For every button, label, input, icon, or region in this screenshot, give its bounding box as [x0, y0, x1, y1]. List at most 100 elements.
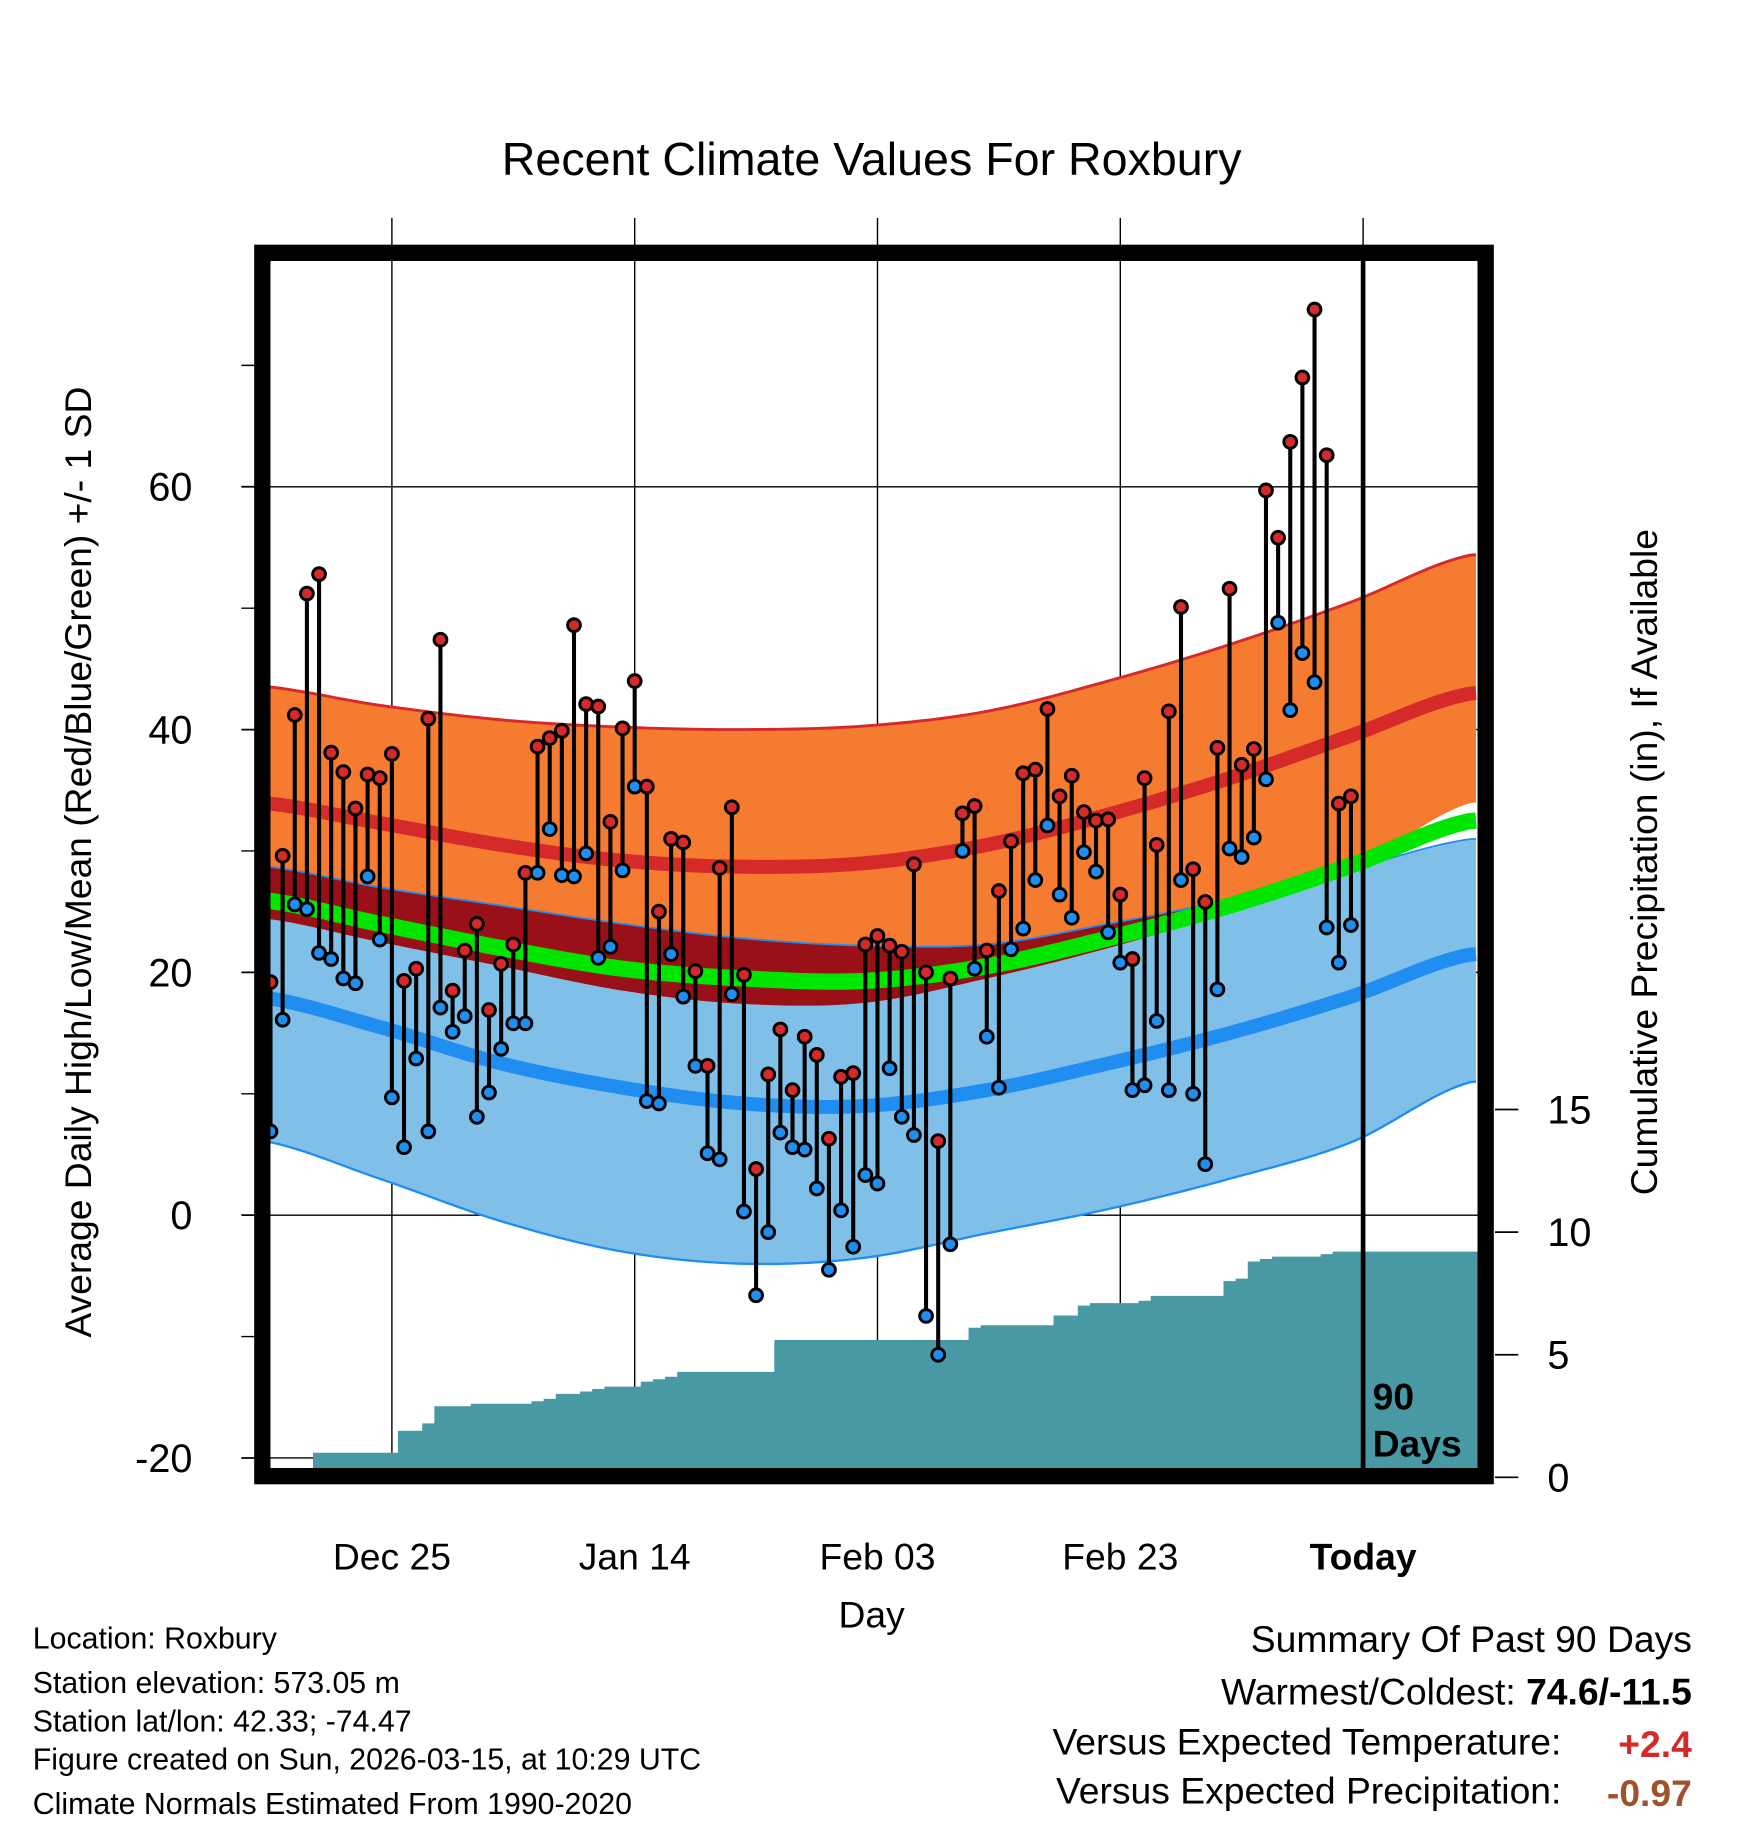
high-point	[371, 770, 388, 786]
low-point	[1209, 981, 1226, 998]
low-point	[796, 1141, 813, 1158]
low-point	[821, 1261, 837, 1278]
low-point	[1294, 645, 1311, 661]
low-point	[857, 1167, 874, 1183]
high-point	[1233, 756, 1250, 773]
high-point	[347, 800, 364, 817]
low-point	[566, 868, 582, 885]
low-point	[311, 945, 327, 961]
today-label-days: Days	[1373, 1422, 1462, 1464]
low-point	[420, 1123, 437, 1140]
latlon-text: Station lat/lon: 42.33; -74.47	[33, 1705, 412, 1738]
high-point	[1221, 580, 1238, 597]
low-point	[954, 843, 971, 859]
high-point	[335, 764, 352, 780]
chart-title: Recent Climate Values For Roxbury	[502, 133, 1242, 185]
low-point	[432, 999, 449, 1016]
low-point	[1258, 771, 1274, 788]
low-point	[942, 1236, 959, 1253]
normals-text: Climate Normals Estimated From 1990-2020	[33, 1788, 632, 1821]
low-point	[918, 1308, 934, 1324]
low-point	[602, 939, 619, 955]
high-point	[651, 903, 667, 920]
low-point	[893, 1108, 910, 1125]
high-point	[614, 720, 631, 737]
high-point	[1209, 739, 1226, 756]
low-point	[1245, 829, 1262, 846]
high-point	[602, 813, 619, 830]
location-text: Location: Roxbury	[33, 1623, 278, 1656]
high-point	[966, 798, 983, 814]
high-point	[1343, 788, 1359, 805]
low-point	[711, 1151, 728, 1168]
low-point	[736, 1203, 752, 1220]
low-point	[396, 1139, 412, 1156]
high-point	[469, 915, 485, 932]
low-point	[444, 1023, 461, 1040]
low-point	[1330, 954, 1347, 971]
y2-tick-label: 10	[1547, 1211, 1591, 1255]
created-text: Figure created on Sun, 2026-03-15, at 10…	[33, 1744, 701, 1777]
high-point	[590, 698, 607, 715]
low-point	[1343, 917, 1359, 933]
low-lower-edge	[261, 1080, 1477, 1266]
high-point	[906, 856, 922, 873]
y-tick-label: 20	[148, 951, 192, 995]
y-tick-label: 60	[148, 466, 192, 510]
high-sd-band	[261, 554, 1477, 1006]
station-info: Location: Roxbury Station elevation: 573…	[33, 1623, 701, 1821]
high-point	[286, 707, 303, 723]
warmest-label: Warmest/Coldest:	[1221, 1671, 1526, 1713]
low-point	[1173, 872, 1189, 888]
high-point	[638, 778, 655, 795]
high-point	[566, 617, 582, 634]
high-point	[1330, 795, 1347, 812]
low-point	[1185, 1085, 1202, 1102]
high-point	[553, 722, 570, 739]
high-point	[384, 745, 400, 762]
temp-label: Versus Expected Temperature:	[1053, 1721, 1562, 1763]
high-point	[396, 973, 412, 989]
high-point	[432, 631, 449, 648]
high-point	[784, 1082, 801, 1098]
x-tick-label: Today	[1310, 1535, 1417, 1577]
high-point	[1039, 701, 1056, 717]
high-point	[541, 730, 558, 746]
low-point	[1233, 849, 1250, 865]
high-point	[1270, 529, 1286, 546]
x-tick-label: Feb 23	[1062, 1535, 1178, 1577]
y2-tick-label: 5	[1547, 1334, 1569, 1378]
low-point	[1063, 909, 1080, 926]
high-point	[978, 942, 995, 959]
high-point	[675, 834, 692, 851]
elevation-text: Station elevation: 573.05 m	[33, 1667, 400, 1700]
high-point	[311, 566, 327, 583]
high-point	[299, 585, 315, 602]
high-point	[1258, 482, 1274, 499]
low-point	[991, 1079, 1007, 1096]
low-point	[299, 901, 315, 918]
low-point	[1100, 924, 1117, 941]
today-label-90: 90	[1373, 1376, 1414, 1418]
high-point	[1136, 770, 1153, 786]
high-point	[1245, 741, 1262, 757]
high-point	[505, 936, 522, 953]
high-point	[1197, 894, 1214, 910]
y-tick-label: -20	[135, 1437, 192, 1481]
low-point	[1282, 702, 1299, 719]
y2-axis-label: Cumulative Precipitation (in), If Availa…	[1623, 529, 1665, 1195]
low-point	[906, 1127, 922, 1143]
low-point	[347, 975, 364, 992]
low-point	[881, 1060, 898, 1077]
low-point	[614, 862, 631, 879]
low-point	[1148, 1013, 1165, 1029]
low-point	[1160, 1082, 1177, 1098]
low-point	[1015, 920, 1032, 937]
high-point	[1100, 811, 1117, 828]
high-upper-edge	[261, 553, 1477, 732]
high-point	[408, 960, 425, 977]
high-point	[869, 928, 886, 944]
low-point	[541, 821, 558, 837]
high-point	[845, 1065, 862, 1081]
